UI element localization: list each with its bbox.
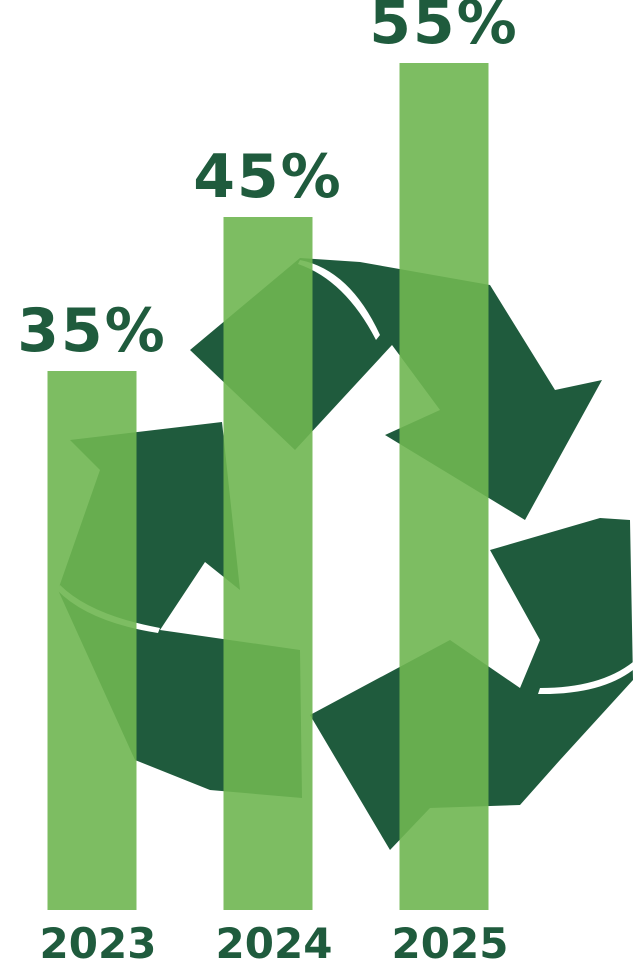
bar xyxy=(399,63,489,910)
x-tick-label: 2023 xyxy=(40,919,157,966)
value-label: 45% xyxy=(193,142,343,212)
plot: 35% 2023 45% 2024 55% 2025 xyxy=(17,0,519,966)
x-tick-label: 2024 xyxy=(216,919,333,966)
highlight xyxy=(57,585,160,633)
value-label: 35% xyxy=(17,296,167,366)
bar xyxy=(223,217,313,910)
x-tick-label: 2025 xyxy=(392,919,509,966)
value-label: 55% xyxy=(369,0,519,58)
highlight xyxy=(538,662,633,695)
recycle-highlights xyxy=(57,260,633,695)
highlight xyxy=(298,260,380,340)
bar xyxy=(47,371,137,910)
